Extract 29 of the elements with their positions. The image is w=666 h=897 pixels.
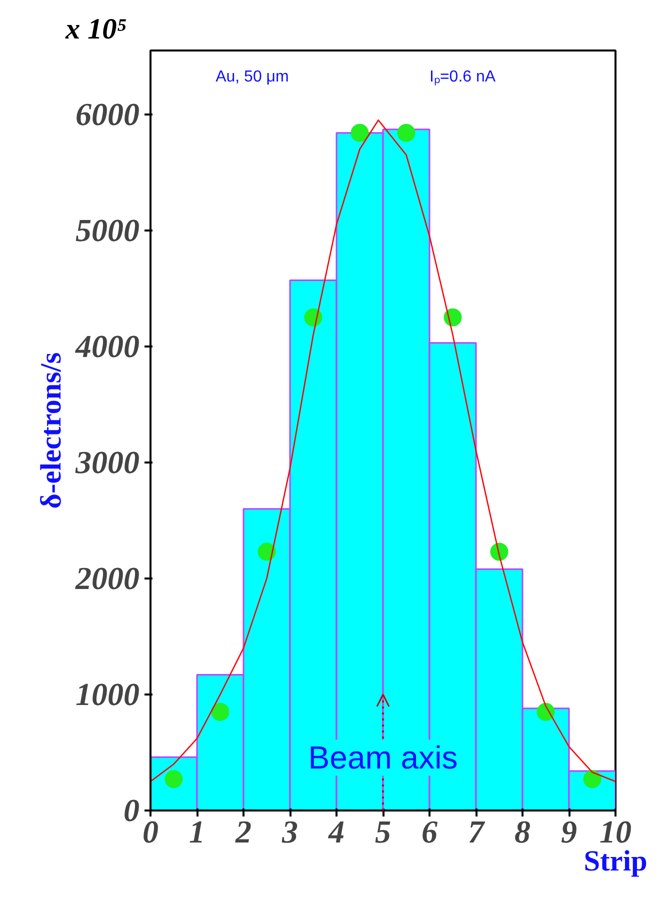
- point: [490, 542, 508, 561]
- x-tick-label: 1: [189, 814, 205, 850]
- point: [444, 308, 462, 326]
- y-axis-title: δ-electrons/s: [36, 352, 68, 509]
- y-tick-label: 3000: [74, 444, 140, 480]
- x-tick-label: 3: [281, 814, 298, 850]
- y-tick-label: 6000: [76, 96, 140, 132]
- y-tick-label: 1000: [76, 676, 140, 712]
- point: [304, 308, 322, 326]
- x-tick-label: 6: [422, 814, 438, 850]
- point: [397, 124, 416, 142]
- y-tick-label: 2000: [74, 560, 140, 596]
- x-tick-label: 8: [514, 814, 530, 850]
- annotation: Iₚ=0.6 nA: [430, 68, 496, 86]
- point: [583, 770, 602, 788]
- x-tick-label: 5: [375, 814, 391, 850]
- point: [258, 542, 276, 561]
- x-tick-label: 4: [328, 814, 344, 850]
- point: [536, 702, 555, 721]
- point: [350, 124, 369, 142]
- annotation: Beam axis: [308, 740, 458, 776]
- y-tick-label: 5000: [76, 212, 140, 248]
- y-tick-label: 4000: [74, 328, 140, 364]
- x-tick-label: 7: [468, 814, 486, 850]
- annotation: Au, 50 μm: [216, 68, 289, 86]
- point: [211, 702, 230, 721]
- x-tick-label: 2: [234, 814, 252, 850]
- x-tick-label: 9: [561, 814, 577, 850]
- text: x 10⁵: [64, 14, 128, 46]
